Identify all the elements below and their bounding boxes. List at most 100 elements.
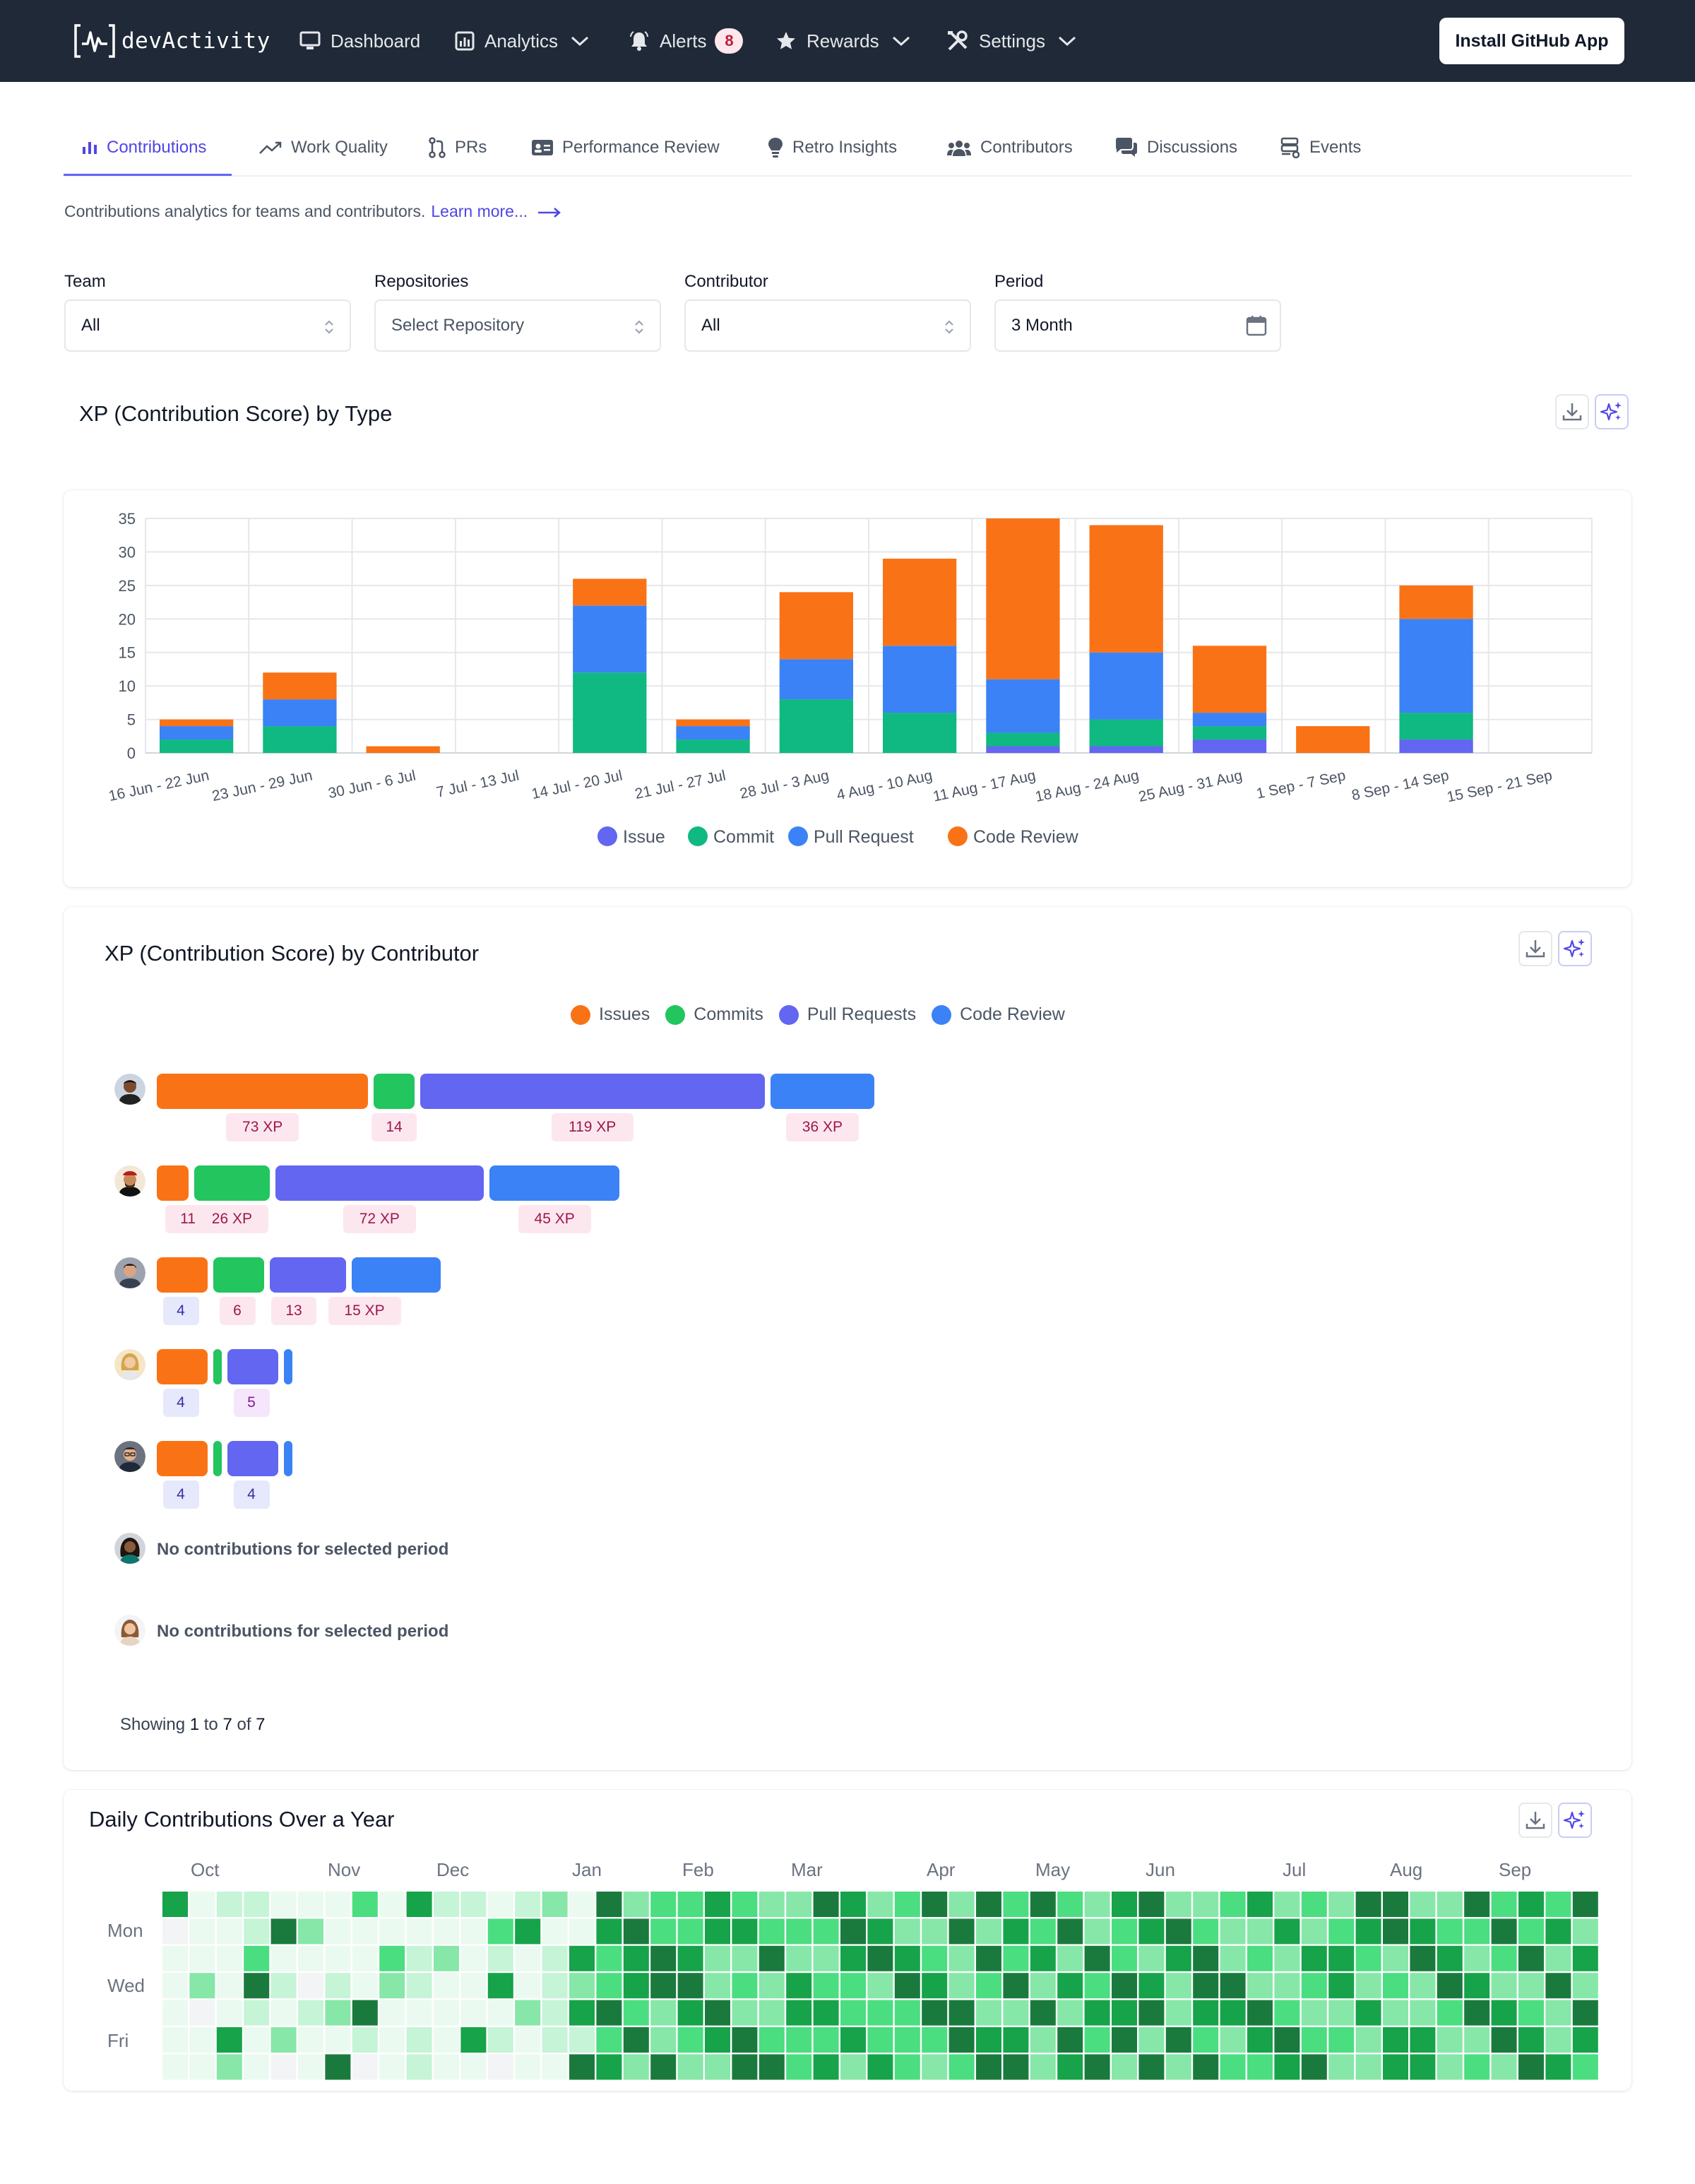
heatmap-day-cell[interactable]	[1165, 2054, 1191, 2080]
heatmap-day-cell[interactable]	[948, 1973, 975, 1999]
heatmap-day-cell[interactable]	[894, 1892, 920, 1917]
heatmap-day-cell[interactable]	[1491, 1945, 1517, 1971]
heatmap-day-cell[interactable]	[1572, 2054, 1598, 2080]
heatmap-day-cell[interactable]	[732, 1973, 758, 1999]
heatmap-day-cell[interactable]	[976, 1892, 1001, 1917]
heatmap-day-cell[interactable]	[1464, 2000, 1490, 2026]
heatmap-day-cell[interactable]	[1545, 1973, 1571, 1999]
heatmap-day-cell[interactable]	[487, 2054, 513, 2080]
heatmap-day-cell[interactable]	[1247, 2000, 1273, 2026]
heatmap-day-cell[interactable]	[705, 2027, 730, 2053]
bar-segment-code-review[interactable]	[986, 518, 1060, 679]
bar-segment-code-review[interactable]	[1296, 726, 1370, 753]
heatmap-day-cell[interactable]	[677, 1945, 703, 1971]
heatmap-day-cell[interactable]	[813, 1973, 839, 1999]
heatmap-day-cell[interactable]	[732, 2000, 758, 2026]
heatmap-day-cell[interactable]	[1274, 1892, 1300, 1917]
heatmap-day-cell[interactable]	[840, 2000, 866, 2026]
heatmap-day-cell[interactable]	[270, 2027, 297, 2053]
heatmap-day-cell[interactable]	[1518, 2054, 1544, 2080]
heatmap-day-cell[interactable]	[623, 2000, 649, 2026]
heatmap-day-cell[interactable]	[1274, 1918, 1300, 1945]
heatmap-day-cell[interactable]	[786, 2000, 812, 2026]
ai-insights-button[interactable]	[1595, 394, 1629, 429]
heatmap-day-cell[interactable]	[1084, 2054, 1110, 2080]
heatmap-day-cell[interactable]	[1383, 1973, 1408, 1999]
heatmap-day-cell[interactable]	[759, 2000, 785, 2026]
tab-contributors[interactable]: Contributors	[946, 120, 1073, 175]
heatmap-day-cell[interactable]	[270, 1918, 297, 1945]
nav-settings[interactable]: Settings	[946, 25, 1076, 57]
heatmap-day-cell[interactable]	[1518, 2000, 1544, 2026]
heatmap-day-cell[interactable]	[189, 2054, 215, 2080]
legend-label[interactable]: Code Review	[973, 827, 1079, 847]
heatmap-day-cell[interactable]	[406, 1918, 432, 1945]
heatmap-day-cell[interactable]	[894, 1945, 920, 1971]
heatmap-day-cell[interactable]	[244, 2027, 270, 2053]
legend-label[interactable]: Issue	[623, 827, 665, 847]
heatmap-day-cell[interactable]	[1545, 2000, 1571, 2026]
heatmap-day-cell[interactable]	[379, 2054, 405, 2080]
heatmap-day-cell[interactable]	[1464, 1918, 1490, 1945]
heatmap-day-cell[interactable]	[677, 1918, 703, 1945]
contributor-bar-code-review[interactable]	[284, 1349, 292, 1384]
bar-segment-code-review[interactable]	[1089, 525, 1163, 653]
heatmap-day-cell[interactable]	[325, 1918, 351, 1945]
heatmap-day-cell[interactable]	[1491, 2027, 1517, 2053]
bar-segment-pull-request[interactable]	[263, 699, 337, 727]
heatmap-day-cell[interactable]	[1247, 2027, 1273, 2053]
heatmap-day-cell[interactable]	[1518, 1918, 1544, 1945]
heatmap-day-cell[interactable]	[1383, 1945, 1408, 1971]
heatmap-day-cell[interactable]	[677, 2054, 703, 2080]
heatmap-day-cell[interactable]	[1572, 1918, 1598, 1945]
heatmap-day-cell[interactable]	[162, 2027, 188, 2053]
contributor-bar-commits[interactable]	[213, 1349, 222, 1384]
heatmap-day-cell[interactable]	[352, 1973, 378, 1999]
learn-more-link[interactable]: Learn more...	[431, 202, 561, 220]
heatmap-day-cell[interactable]	[515, 1892, 541, 1917]
heatmap-day-cell[interactable]	[1301, 1945, 1327, 1971]
heatmap-day-cell[interactable]	[894, 2027, 920, 2053]
bar-segment-code-review[interactable]	[676, 719, 750, 727]
contributor-bar-issues[interactable]	[157, 1074, 369, 1109]
heatmap-day-cell[interactable]	[840, 2027, 866, 2053]
ai-insights-button[interactable]	[1558, 931, 1592, 966]
heatmap-day-cell[interactable]	[1518, 1892, 1544, 1917]
period-picker[interactable]: 3 Month	[994, 299, 1281, 352]
heatmap-day-cell[interactable]	[1355, 2000, 1381, 2026]
heatmap-day-cell[interactable]	[1003, 1892, 1029, 1917]
heatmap-day-cell[interactable]	[948, 1945, 975, 1971]
heatmap-day-cell[interactable]	[650, 1918, 677, 1945]
heatmap-day-cell[interactable]	[786, 1973, 812, 1999]
heatmap-day-cell[interactable]	[569, 2027, 595, 2053]
heatmap-day-cell[interactable]	[1437, 1918, 1463, 1945]
heatmap-day-cell[interactable]	[325, 1945, 351, 1971]
avatar[interactable]	[114, 1615, 145, 1646]
heatmap-day-cell[interactable]	[948, 1918, 975, 1945]
heatmap-day-cell[interactable]	[542, 2054, 568, 2080]
bar-segment-commit[interactable]	[573, 672, 647, 753]
avatar[interactable]	[114, 1349, 145, 1380]
heatmap-day-cell[interactable]	[1491, 1973, 1517, 1999]
contributor-select[interactable]: All	[684, 299, 971, 352]
heatmap-day-cell[interactable]	[1464, 1973, 1490, 1999]
contributor-bar-commits[interactable]	[194, 1165, 270, 1201]
bar-segment-issue[interactable]	[1089, 746, 1163, 753]
heatmap-day-cell[interactable]	[1003, 2000, 1029, 2026]
heatmap-day-cell[interactable]	[434, 2000, 459, 2026]
contributor-bar-code-review[interactable]	[284, 1441, 292, 1476]
heatmap-day-cell[interactable]	[1383, 1892, 1408, 1917]
heatmap-day-cell[interactable]	[759, 1945, 785, 1971]
tab-work-quality[interactable]: Work Quality	[258, 120, 388, 175]
heatmap-day-cell[interactable]	[487, 2000, 513, 2026]
heatmap-day-cell[interactable]	[162, 2000, 188, 2026]
heatmap-day-cell[interactable]	[596, 1918, 622, 1945]
heatmap-day-cell[interactable]	[650, 1945, 677, 1971]
heatmap-day-cell[interactable]	[759, 1892, 785, 1917]
heatmap-day-cell[interactable]	[1301, 2027, 1327, 2053]
heatmap-day-cell[interactable]	[1383, 2054, 1408, 2080]
heatmap-day-cell[interactable]	[813, 2054, 839, 2080]
contributor-bar-issues[interactable]	[157, 1349, 208, 1384]
heatmap-day-cell[interactable]	[623, 1892, 649, 1917]
heatmap-day-cell[interactable]	[1193, 2000, 1219, 2026]
